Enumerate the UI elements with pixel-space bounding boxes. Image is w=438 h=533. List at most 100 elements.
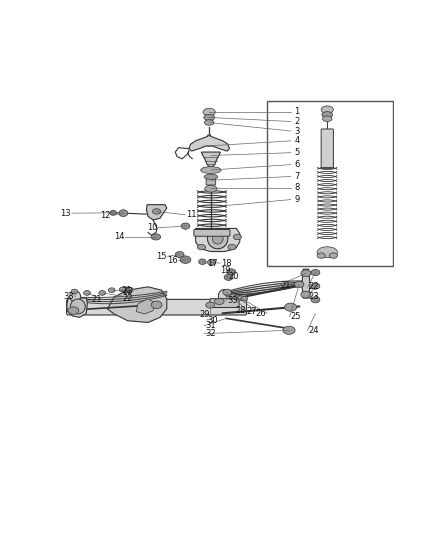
Ellipse shape bbox=[311, 283, 320, 289]
FancyBboxPatch shape bbox=[210, 298, 239, 308]
Text: 21: 21 bbox=[92, 295, 102, 304]
Polygon shape bbox=[302, 269, 310, 298]
Ellipse shape bbox=[68, 307, 79, 314]
Text: 1: 1 bbox=[294, 108, 300, 117]
Ellipse shape bbox=[227, 269, 236, 275]
Ellipse shape bbox=[119, 210, 128, 216]
Text: 2: 2 bbox=[294, 117, 300, 126]
Text: 18: 18 bbox=[221, 259, 232, 268]
Text: 28: 28 bbox=[235, 306, 246, 315]
Text: 12: 12 bbox=[100, 211, 111, 220]
FancyBboxPatch shape bbox=[321, 129, 333, 168]
Ellipse shape bbox=[175, 252, 184, 257]
Text: 27: 27 bbox=[246, 307, 257, 316]
Text: 21: 21 bbox=[280, 280, 291, 289]
Text: 33: 33 bbox=[64, 293, 74, 302]
Polygon shape bbox=[146, 205, 167, 220]
Ellipse shape bbox=[317, 253, 325, 259]
Ellipse shape bbox=[205, 120, 214, 125]
Ellipse shape bbox=[230, 294, 237, 298]
Ellipse shape bbox=[301, 291, 311, 298]
Text: 25: 25 bbox=[290, 312, 301, 321]
Ellipse shape bbox=[225, 292, 232, 297]
Text: 24: 24 bbox=[308, 326, 319, 335]
Ellipse shape bbox=[119, 287, 126, 292]
Circle shape bbox=[71, 299, 85, 314]
Text: 21: 21 bbox=[122, 286, 132, 295]
Ellipse shape bbox=[294, 281, 304, 287]
Ellipse shape bbox=[285, 303, 297, 311]
Circle shape bbox=[219, 289, 230, 302]
Text: 11: 11 bbox=[186, 211, 197, 220]
Text: 15: 15 bbox=[156, 252, 166, 261]
Text: 20: 20 bbox=[228, 272, 239, 281]
Ellipse shape bbox=[204, 174, 218, 180]
Text: 22: 22 bbox=[308, 282, 319, 292]
Ellipse shape bbox=[322, 116, 332, 122]
Ellipse shape bbox=[199, 259, 206, 264]
Circle shape bbox=[212, 233, 223, 244]
Text: 33: 33 bbox=[227, 296, 238, 305]
Text: 22: 22 bbox=[122, 294, 133, 303]
Ellipse shape bbox=[329, 253, 337, 259]
Text: 5: 5 bbox=[294, 148, 300, 157]
FancyBboxPatch shape bbox=[206, 179, 215, 185]
Ellipse shape bbox=[99, 290, 106, 295]
Ellipse shape bbox=[223, 289, 232, 295]
Ellipse shape bbox=[208, 260, 215, 265]
Text: 14: 14 bbox=[114, 232, 124, 241]
Ellipse shape bbox=[201, 167, 221, 173]
Ellipse shape bbox=[311, 297, 320, 303]
Text: 29: 29 bbox=[200, 310, 210, 319]
Ellipse shape bbox=[204, 115, 215, 120]
Ellipse shape bbox=[237, 296, 244, 301]
Circle shape bbox=[208, 229, 228, 249]
Ellipse shape bbox=[110, 211, 117, 215]
Ellipse shape bbox=[197, 245, 205, 250]
Text: 32: 32 bbox=[205, 329, 215, 338]
Polygon shape bbox=[136, 298, 154, 314]
Ellipse shape bbox=[233, 234, 241, 240]
Ellipse shape bbox=[151, 301, 162, 309]
Text: 19: 19 bbox=[220, 265, 230, 274]
Text: 30: 30 bbox=[208, 316, 218, 325]
Text: 31: 31 bbox=[205, 321, 215, 330]
Ellipse shape bbox=[180, 256, 191, 263]
Text: 17: 17 bbox=[207, 259, 218, 268]
Polygon shape bbox=[67, 298, 87, 317]
Polygon shape bbox=[189, 135, 230, 151]
Text: 10: 10 bbox=[147, 223, 157, 232]
Text: 6: 6 bbox=[294, 160, 300, 169]
Ellipse shape bbox=[205, 185, 217, 192]
Polygon shape bbox=[196, 229, 240, 252]
Text: 8: 8 bbox=[294, 183, 300, 192]
Text: 23: 23 bbox=[308, 293, 319, 302]
Ellipse shape bbox=[283, 326, 295, 334]
Ellipse shape bbox=[206, 302, 215, 308]
Ellipse shape bbox=[224, 274, 233, 280]
Text: 3: 3 bbox=[294, 126, 300, 135]
Text: 4: 4 bbox=[294, 136, 300, 146]
Ellipse shape bbox=[215, 298, 224, 304]
Text: 16: 16 bbox=[167, 256, 178, 265]
Ellipse shape bbox=[322, 111, 333, 118]
Ellipse shape bbox=[152, 209, 161, 214]
Ellipse shape bbox=[311, 270, 320, 276]
Ellipse shape bbox=[234, 295, 241, 300]
Text: 7: 7 bbox=[294, 172, 300, 181]
Text: 26: 26 bbox=[255, 309, 266, 318]
Text: 33: 33 bbox=[122, 287, 133, 296]
Ellipse shape bbox=[317, 247, 337, 257]
FancyBboxPatch shape bbox=[67, 300, 247, 315]
FancyBboxPatch shape bbox=[267, 101, 392, 266]
Ellipse shape bbox=[108, 288, 115, 293]
Ellipse shape bbox=[84, 290, 90, 295]
Polygon shape bbox=[107, 287, 167, 322]
Ellipse shape bbox=[203, 108, 215, 116]
Text: 13: 13 bbox=[60, 208, 71, 217]
Circle shape bbox=[70, 291, 81, 302]
Polygon shape bbox=[201, 152, 220, 167]
Ellipse shape bbox=[301, 270, 311, 277]
Ellipse shape bbox=[241, 296, 247, 301]
Ellipse shape bbox=[151, 234, 161, 240]
